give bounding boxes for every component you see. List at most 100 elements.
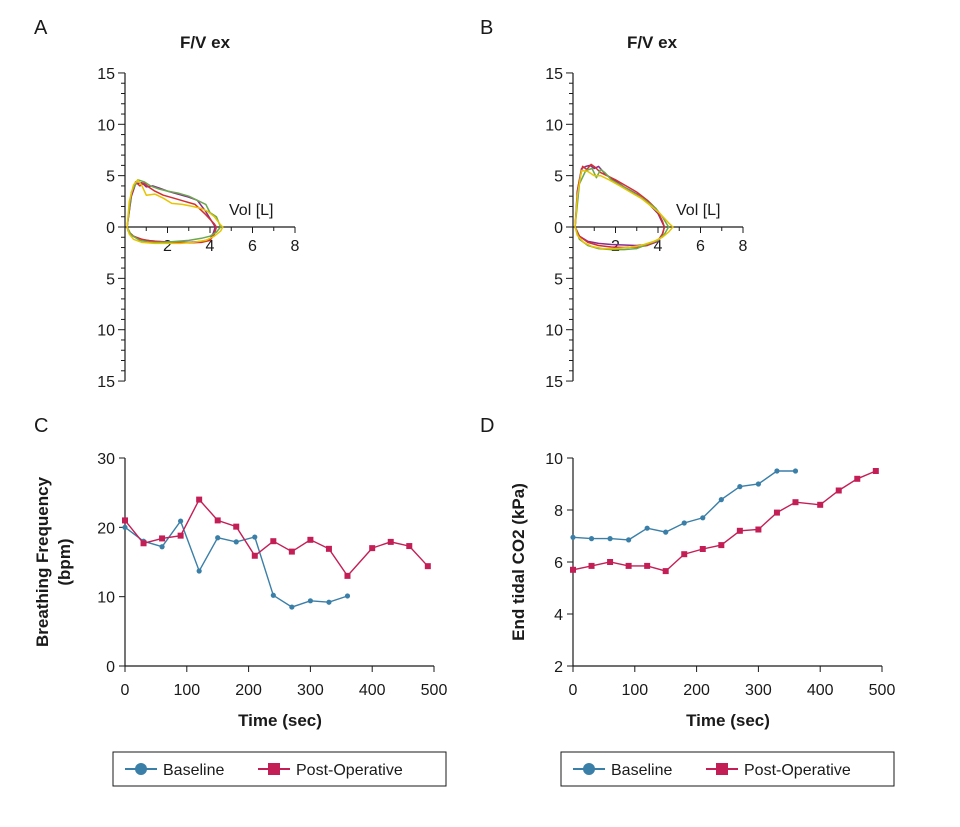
panel-d-baseline-point — [718, 497, 724, 503]
panel-c-postop-point — [122, 517, 128, 524]
panel-letter-a: A — [34, 17, 48, 39]
panel-c-baseline-point — [178, 518, 184, 524]
legend-c-postop-label: Post-Operative — [296, 762, 403, 779]
panel-d-baseline-point — [700, 515, 706, 521]
panel-c-postop-point — [325, 545, 332, 552]
panel-b-y-tick-label: 15 — [545, 66, 563, 83]
panel-c-postop-point — [424, 563, 431, 570]
panel-c-series — [122, 496, 431, 610]
panel-d-postop-point — [835, 487, 842, 494]
panel-a-x-tick-label: 6 — [248, 238, 257, 255]
panel-a-y-tick-label: 10 — [97, 323, 115, 340]
panel-d-postop-point — [817, 501, 824, 508]
panel-a-y-tick-label: 15 — [97, 66, 115, 83]
panel-c-baseline-point — [159, 544, 165, 550]
panel-d-postop-point — [792, 499, 799, 506]
panel-c-y-tick-label: 20 — [97, 520, 115, 537]
panel-a-curve-yellow — [126, 179, 224, 245]
panel-b-x-tick-label: 6 — [696, 238, 705, 255]
panel-a-curve-red — [126, 181, 218, 244]
panel-d-postop-point — [662, 568, 669, 575]
panel-c-y-tick-label: 30 — [97, 451, 115, 468]
panel-c-postop-point — [406, 543, 413, 550]
panel-b-title: F/V ex — [627, 33, 678, 52]
panel-d-x-tick-label: 200 — [683, 682, 710, 699]
panel-d-baseline-point — [663, 529, 669, 535]
panel-c-x-tick-label: 500 — [421, 682, 448, 699]
panel-a-flow-volume: F/V ex Vol [L] 15 10 5 0 5 10 15 2 4 6 8 — [97, 33, 299, 391]
panel-c-postop-point — [251, 552, 258, 559]
panel-a-curve-green — [126, 179, 222, 244]
panel-c-postop-point — [288, 548, 295, 555]
panel-d-postop-point — [681, 551, 688, 558]
panel-c-postop-point — [233, 523, 240, 530]
panel-c-y-tick-label: 10 — [97, 590, 115, 607]
panel-d-baseline-point — [755, 481, 762, 487]
panel-d-postop-point — [625, 562, 632, 569]
panel-c-postop-point — [344, 572, 351, 579]
panel-c-baseline-point — [196, 568, 202, 574]
panel-a-x-tick-label: 4 — [206, 238, 215, 255]
panel-c-breathing-frequency: Breathing Frequency (bpm) Time (sec) 0 10… — [33, 451, 447, 730]
panel-c-baseline-point — [252, 534, 258, 540]
panel-c-baseline-point — [326, 599, 332, 605]
legend-d-baseline-marker — [583, 763, 595, 775]
legend-d-postop-marker — [716, 763, 728, 775]
panel-d-baseline-point — [644, 525, 650, 531]
panel-d-y-tick-label: 10 — [545, 451, 563, 468]
panel-c-ylabel-line2: (bpm) — [55, 538, 74, 585]
panel-d-postop-point — [644, 562, 651, 569]
panel-d-baseline-point — [588, 536, 595, 542]
panel-b-y-tick-label: 5 — [554, 169, 563, 186]
panel-a-xlabel: Vol [L] — [229, 202, 273, 219]
panel-c-postop-point — [177, 532, 184, 539]
panel-b-y-tick-label: 0 — [554, 220, 563, 237]
panel-a-y-tick-label: 15 — [97, 374, 115, 391]
panel-c-x-tick-label: 100 — [173, 682, 200, 699]
panel-c-baseline-point — [215, 535, 221, 541]
panel-d-series — [570, 468, 879, 575]
panel-d-baseline-point — [607, 536, 613, 542]
panel-d-y-tick-label: 4 — [554, 607, 563, 624]
panel-b-x-tick-label: 4 — [654, 238, 663, 255]
panel-d-xlabel: Time (sec) — [686, 711, 770, 730]
legend-c-baseline-label: Baseline — [163, 762, 224, 779]
panel-b-y-tick-label: 10 — [545, 323, 563, 340]
panel-d-postop-line — [572, 470, 877, 572]
panel-a-y-tick-label: 10 — [97, 117, 115, 134]
panel-d-y-tick-label: 2 — [554, 659, 563, 676]
panel-c-ylabel-line1: Breathing Frequency — [33, 476, 52, 647]
panel-a-axes: 15 10 5 0 5 10 15 2 4 6 8 — [97, 66, 299, 391]
panel-c-baseline-point — [289, 604, 295, 610]
panel-c-x-tick-label: 300 — [297, 682, 324, 699]
legend-d-postop-label: Post-Operative — [744, 762, 851, 779]
panel-d-postop-point — [872, 468, 879, 474]
panel-c-postop-point — [140, 540, 147, 547]
panel-b-curves — [574, 163, 674, 251]
panel-c-baseline-point — [344, 593, 351, 599]
panel-a-title: F/V ex — [180, 33, 231, 52]
panel-a-x-tick-label: 2 — [163, 238, 172, 255]
panel-d-baseline-point — [737, 484, 743, 490]
panel-c-x-tick-label: 200 — [235, 682, 262, 699]
panel-b-xlabel: Vol [L] — [676, 202, 720, 219]
panel-d-baseline-point — [681, 520, 687, 526]
panel-c-postop-point — [270, 538, 277, 545]
panel-d-x-tick-label: 500 — [869, 682, 896, 699]
panel-d-ylabel: End tidal CO2 (kPa) — [509, 483, 528, 641]
panel-b-y-tick-label: 15 — [545, 374, 563, 391]
panel-d-postop-point — [607, 559, 614, 565]
panel-d-postop-point — [570, 566, 576, 573]
legend-c-baseline-marker — [135, 763, 147, 775]
panel-letter-d: D — [480, 415, 494, 437]
panel-c-postop-point — [307, 536, 314, 543]
panel-b-curve-yellow — [574, 169, 674, 250]
panel-c-postop-point — [196, 496, 203, 503]
panel-a-curves — [126, 179, 224, 245]
panel-c-postop-point — [159, 535, 166, 542]
panel-c-baseline-line — [124, 519, 348, 608]
